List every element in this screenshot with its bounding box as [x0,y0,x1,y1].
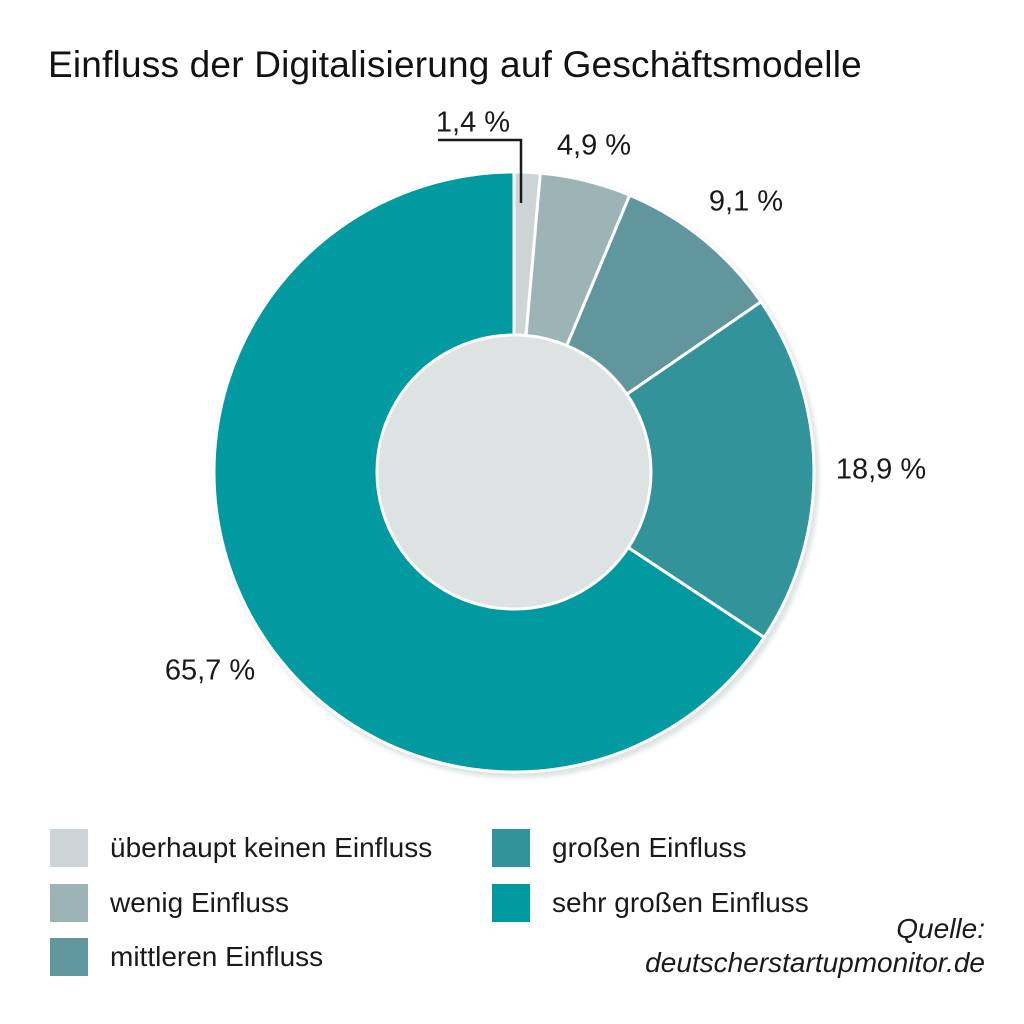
pct-label-ueberhaupt-keinen: 1,4 % [435,106,511,139]
donut-slice-4 [212,170,767,774]
leader-line-1-4-pct [438,138,523,203]
source-attribution: Quelle: deutscherstartupmonitor.de [645,912,985,980]
pct-label-wenig: 4,9 % [556,129,632,162]
source-label: Quelle: [896,913,985,944]
pct-label-mittleren: 9,1 % [708,185,784,218]
donut-slices [212,170,816,774]
pct-label-sehr-grossen: 65,7 % [164,654,256,687]
chart-title: Einfluss der Digitalisierung auf Geschäf… [48,44,862,85]
donut-slice-3 [624,299,816,640]
pct-label-grossen: 18,9 % [835,453,927,486]
source-name: deutscherstartupmonitor.de [645,947,985,978]
